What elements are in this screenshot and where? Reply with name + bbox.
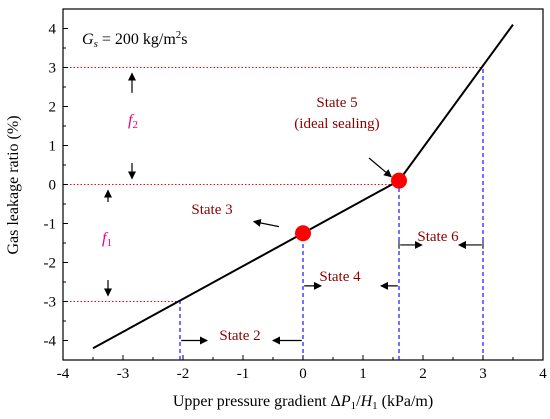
y-axis-title: Gas leakage ratio (%) <box>5 115 22 254</box>
x-tick-label: -3 <box>117 366 130 382</box>
state-point <box>295 225 311 242</box>
y-tick-label: 4 <box>49 22 57 38</box>
reference-lines <box>63 67 484 360</box>
y-tick-label: -3 <box>44 295 57 311</box>
state2-label: State 2 <box>219 328 260 344</box>
x-axis-title: Upper pressure gradient ΔP1/H1 (kPa/m) <box>173 393 433 412</box>
x-tick-label: -2 <box>177 366 190 382</box>
state4-label: State 4 <box>319 269 361 285</box>
y-tick-label: 2 <box>49 100 57 116</box>
annotation-arrows <box>104 72 484 345</box>
y-tick-label: -4 <box>44 334 57 350</box>
x-tick-label: 3 <box>479 366 487 382</box>
y-tick-label: -2 <box>44 256 57 272</box>
state-points <box>295 172 407 242</box>
state3-label: State 3 <box>191 202 232 218</box>
y-tick-label: -1 <box>44 217 57 233</box>
x-tick-label: 2 <box>419 366 427 382</box>
state5-arrow <box>368 157 392 178</box>
state6-label: State 6 <box>417 229 459 245</box>
leakage-curve <box>92 24 514 350</box>
state-point <box>391 172 407 189</box>
x-tick-label: 1 <box>359 366 367 382</box>
state3-arrow <box>252 219 280 228</box>
x-tick-label: 0 <box>299 366 307 382</box>
y-tick-label: 1 <box>49 139 57 155</box>
f1-label: f1 <box>102 230 112 249</box>
y-tick-label: 3 <box>49 61 57 77</box>
x-tick-label: -4 <box>57 366 70 382</box>
mass-flux-label: Gs = 200 kg/m2s <box>82 29 188 50</box>
x-tick-label: 4 <box>539 366 547 382</box>
curve-group <box>92 24 514 350</box>
state5-label-line1: State 5 <box>316 95 357 111</box>
x-tick-label: -1 <box>237 366 250 382</box>
axis-ticks: -4 -3 -2 -1 0 1 2 3 4 -4 -3 -2 -1 0 1 2 3 4 <box>44 8 547 382</box>
y-tick-label: 0 <box>49 178 57 194</box>
f2-label: f2 <box>128 112 138 131</box>
state5-label-line2: (ideal sealing) <box>294 116 379 132</box>
